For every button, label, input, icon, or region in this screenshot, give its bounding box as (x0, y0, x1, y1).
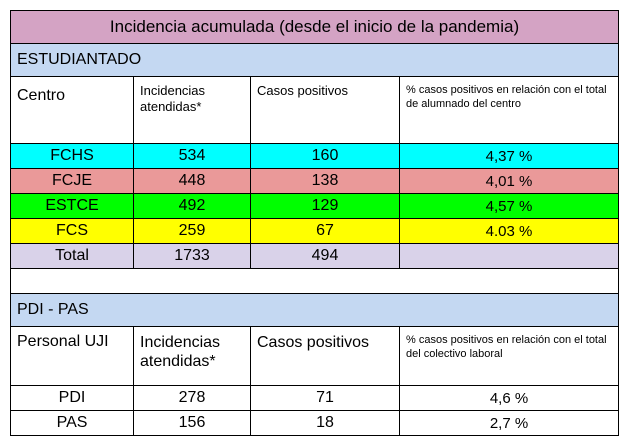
cell-incidencias: 492 (133, 193, 251, 219)
cell-casos: 67 (250, 218, 400, 244)
table-row-pdi: PDI 278 71 4,6 % (10, 385, 620, 411)
header-percent: % casos positivos en relación con el tot… (398, 76, 620, 144)
cell-incidencias: 259 (133, 218, 251, 244)
table-row-estce: ESTCE 492 129 4,57 % (10, 193, 620, 219)
students-header-row: Centro Incidencias atendidas* Casos posi… (10, 76, 620, 144)
section-students: ESTUDIANTADO (9, 43, 620, 77)
header-incidencias: Incidencias atendidas* (133, 76, 251, 144)
header-casos: Casos positivos (250, 326, 400, 386)
header-personal: Personal UJI (10, 326, 134, 386)
incidence-table: Incidencia acumulada (desde el inicio de… (9, 10, 620, 436)
table-row-fchs: FCHS 534 160 4,37 % (10, 143, 620, 169)
cell-casos: 71 (250, 385, 400, 411)
incidence-table-sheet: Incidencia acumulada (desde el inicio de… (9, 10, 620, 436)
header-centro: Centro (10, 76, 134, 144)
section-staff: PDI - PAS (9, 293, 620, 327)
cell-centro: FCJE (10, 168, 134, 194)
cell-incidencias: 534 (133, 143, 251, 169)
cell-centro: ESTCE (10, 193, 134, 219)
header-casos: Casos positivos (250, 76, 400, 144)
table-row-pas: PAS 156 18 2,7 % (10, 410, 620, 436)
cell-percent: 4.03 % (398, 218, 620, 244)
cell-total-incidencias: 1733 (133, 243, 251, 269)
table-row-total: Total 1733 494 (10, 243, 620, 269)
cell-total-label: Total (10, 243, 134, 269)
cell-personal: PDI (10, 385, 134, 411)
cell-incidencias: 278 (133, 385, 251, 411)
cell-total-casos: 494 (250, 243, 400, 269)
cell-centro: FCHS (10, 143, 134, 169)
cell-percent: 4,6 % (398, 385, 620, 411)
cell-percent: 4,01 % (398, 168, 620, 194)
cell-percent: 4,57 % (398, 193, 620, 219)
spacer-cell (9, 268, 620, 294)
header-percent: % casos positivos en relación con el tot… (398, 326, 620, 386)
cell-casos: 18 (250, 410, 400, 436)
cell-incidencias: 448 (133, 168, 251, 194)
cell-total-percent (398, 243, 620, 269)
cell-personal: PAS (10, 410, 134, 436)
cell-casos: 160 (250, 143, 400, 169)
cell-percent: 4,37 % (398, 143, 620, 169)
table-row-fcs: FCS 259 67 4.03 % (10, 218, 620, 244)
table-title: Incidencia acumulada (desde el inicio de… (9, 10, 620, 44)
spacer-row (9, 268, 620, 294)
staff-header-row: Personal UJI Incidencias atendidas* Caso… (10, 326, 620, 386)
cell-casos: 138 (250, 168, 400, 194)
cell-casos: 129 (250, 193, 400, 219)
cell-centro: FCS (10, 218, 134, 244)
table-row-fcje: FCJE 448 138 4,01 % (10, 168, 620, 194)
cell-incidencias: 156 (133, 410, 251, 436)
cell-percent: 2,7 % (398, 410, 620, 436)
header-incidencias: Incidencias atendidas* (133, 326, 251, 386)
